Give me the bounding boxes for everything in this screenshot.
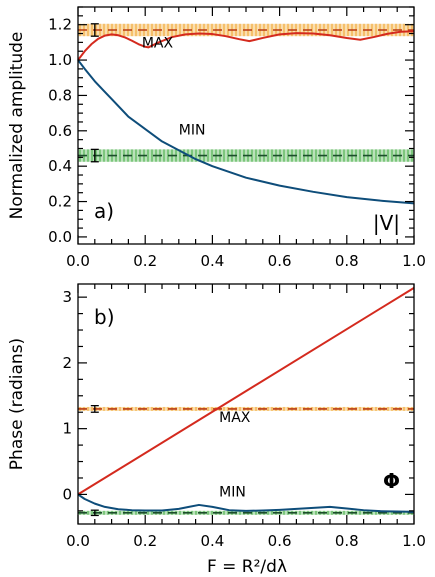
x-tick-label: 0.0 — [66, 532, 90, 550]
error-bar — [90, 509, 99, 517]
annotation-min: MIN — [179, 122, 206, 138]
y-tick-label: 0.6 — [48, 122, 72, 140]
annotation-max: MAX — [219, 410, 251, 426]
annotation-max: MAX — [142, 36, 174, 52]
y-axis-title: Phase (radians) — [7, 338, 27, 470]
y-tick-label: 0.0 — [48, 228, 72, 246]
x-tick-label: 0.8 — [335, 532, 359, 550]
y-tick-label: 0 — [62, 485, 72, 503]
x-tick-label: 0.6 — [268, 252, 292, 270]
y-tick-label: 1.2 — [48, 16, 72, 34]
panel-b-phase: 0.0 0.2 0.4 0.6 0.8 1.0 0 1 2 3 Phase (radians) MAX… — [7, 283, 426, 550]
panel-label: a) — [94, 199, 114, 223]
annotation-min: MIN — [219, 484, 246, 500]
y-tick-label: 0.2 — [48, 193, 72, 211]
y-axis-title: Normalized amplitude — [7, 32, 27, 220]
visibility-amplitude-label: |V| — [373, 211, 400, 235]
plot-frame — [77, 283, 415, 525]
x-tick-label: 0.2 — [133, 532, 157, 550]
x-tick-label: 0.4 — [200, 532, 224, 550]
x-tick-label: 0.8 — [335, 252, 359, 270]
y-tick-label: 3 — [62, 288, 72, 306]
series-line-min — [77, 493, 415, 513]
phase-symbol-label: Φ — [383, 469, 400, 493]
y-tick-label: 0.4 — [48, 157, 72, 175]
series-line-min — [77, 59, 415, 205]
x-tick-label: 0.0 — [66, 252, 90, 270]
error-bar — [90, 148, 99, 163]
x-tick-label: 1.0 — [402, 252, 426, 270]
y-tick-label: 0.8 — [48, 86, 72, 104]
x-tick-label: 1.0 — [402, 532, 426, 550]
x-tick-label: 0.6 — [268, 532, 292, 550]
y-tick-label: 2 — [62, 354, 72, 372]
y-tick-label: 1 — [62, 420, 72, 438]
error-bar — [90, 23, 99, 37]
panel-label: b) — [94, 305, 115, 329]
x-tick-label: 0.2 — [133, 252, 157, 270]
y-tick-label: 1.0 — [48, 51, 72, 69]
series-line-max — [77, 30, 415, 61]
x-tick-label: 0.4 — [200, 252, 224, 270]
x-axis-title: F = R²/dλ — [207, 557, 287, 577]
plot-frame — [77, 6, 415, 245]
panel-a-amplitude: 0.0 0.2 0.4 0.6 0.8 1.0 0.0 0.2 0.4 0.6 0.8 1.0 1.2 N… — [7, 6, 426, 270]
error-bar — [90, 404, 99, 413]
series-line-max — [77, 286, 415, 496]
